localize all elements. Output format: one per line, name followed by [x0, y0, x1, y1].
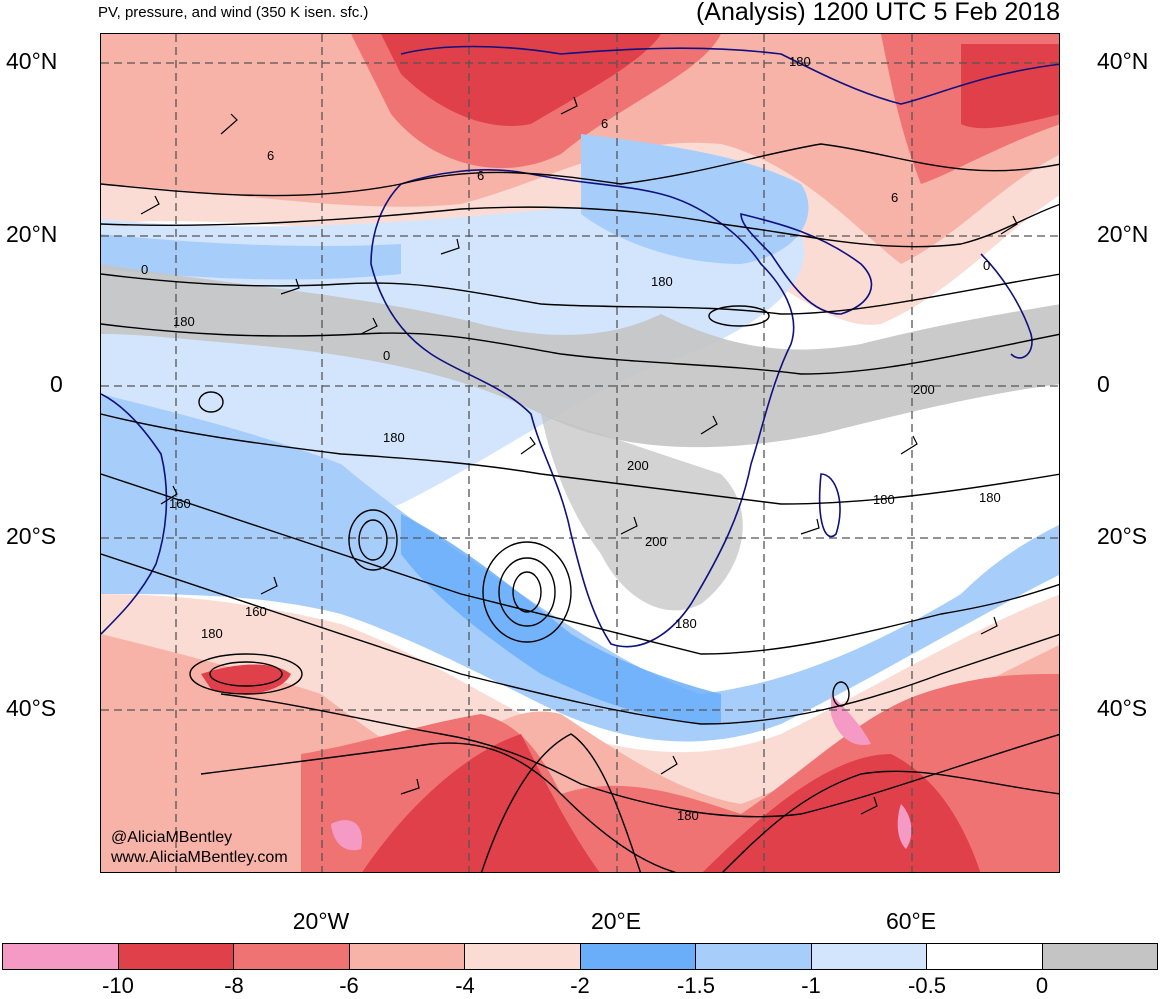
colorbar-swatch — [3, 944, 119, 969]
contour-label: 6 — [267, 148, 274, 163]
pv-shading-africa-gray — [541, 414, 743, 611]
lon-label-60e: 60°E — [885, 908, 937, 934]
graticule — [101, 34, 1059, 872]
colorbar-label: -4 — [455, 973, 475, 998]
pv-shading-north-core — [381, 34, 1059, 129]
coastline-europe — [400, 45, 1059, 105]
contour-label: 180 — [677, 808, 699, 823]
contour-label: 0 — [141, 262, 148, 277]
map-panel: 180 6 6 6 6 0 180 0 180 0 200 180 200 18… — [100, 33, 1060, 873]
pv-shading-south-blue-strong — [401, 514, 721, 724]
contour-label: 180 — [789, 54, 811, 69]
contour-label: 180 — [651, 274, 673, 289]
colorbar-label: -1.5 — [677, 973, 715, 998]
lat-label-20s-right: 20°S — [1097, 523, 1148, 549]
lat-label-40n-right: 40°N — [1097, 48, 1149, 74]
colorbar-label: -0.5 — [908, 973, 946, 998]
wind-barbs — [140, 96, 1018, 815]
pv-shading-tropics-blue — [101, 134, 809, 280]
map-canvas: 180 6 6 6 6 0 180 0 180 0 200 180 200 18… — [101, 34, 1059, 872]
contour-label: 200 — [645, 534, 667, 549]
lon-label-20e: 20°E — [590, 908, 642, 934]
watermark-site: www.AliciaMBentley.com — [111, 849, 288, 866]
pressure-contours — [101, 143, 1059, 872]
plot-subtitle: PV, pressure, and wind (350 K isen. sfc.… — [98, 4, 369, 21]
coastline-madagascar — [818, 473, 841, 538]
colorbar-label: -6 — [339, 973, 359, 998]
colorbar-label: -1 — [801, 973, 821, 998]
coastline-africa — [370, 169, 795, 648]
contour-label: 6 — [601, 116, 608, 131]
colorbar-swatch — [811, 944, 927, 969]
colorbar-swatch — [696, 944, 812, 969]
contour-label: 160 — [245, 604, 267, 619]
contour-label: 180 — [383, 430, 405, 445]
contour-label: 180 — [201, 626, 223, 641]
contour-label: 180 — [873, 492, 895, 507]
colorbar-label: -8 — [224, 973, 244, 998]
colorbar-swatch — [465, 944, 581, 969]
plot-valid-time: (Analysis) 1200 UTC 5 Feb 2018 — [695, 0, 1060, 26]
colorbar-label: -10 — [102, 973, 134, 998]
pv-shading-south-core — [201, 664, 981, 872]
contour-label: 160 — [169, 496, 191, 511]
coastline-arabia — [740, 212, 873, 315]
contour-label: 180 — [173, 314, 195, 329]
lat-label-40s-right: 40°S — [1097, 695, 1148, 721]
contour-label: 180 — [979, 490, 1001, 505]
lat-label-40s-left: 40°S — [6, 695, 57, 721]
contour-label: 6 — [891, 190, 898, 205]
contour-labels: 180 6 6 6 6 0 180 0 180 0 200 180 200 18… — [141, 54, 1001, 823]
colorbar-swatch — [349, 944, 465, 969]
lat-label-20s-left: 20°S — [6, 523, 57, 549]
contour-label: 200 — [913, 382, 935, 397]
pv-shading-south-blue — [101, 394, 1059, 742]
colorbar-swatch — [234, 944, 350, 969]
watermark-handle: @AliciaMBentley — [111, 829, 233, 846]
contour-label: 6 — [477, 168, 484, 183]
lon-label-20w: 20°W — [292, 908, 350, 934]
lat-label-20n-right: 20°N — [1097, 221, 1149, 247]
colorbar-swatch — [118, 944, 234, 969]
coastline-india — [980, 253, 1033, 359]
contour-label: 0 — [983, 258, 990, 273]
colorbar-swatch — [1042, 944, 1157, 969]
colorbar-swatch — [580, 944, 696, 969]
contour-label: 200 — [627, 458, 649, 473]
contour-label: 0 — [383, 348, 390, 363]
contour-label: 180 — [675, 616, 697, 631]
coastlines — [101, 45, 1059, 648]
lat-label-eq-right: 0 — [1097, 371, 1110, 397]
colorbar-swatch — [927, 944, 1043, 969]
lat-label-40n-left: 40°N — [6, 48, 58, 74]
pv-colorbar — [2, 943, 1158, 970]
lat-label-20n-left: 20°N — [6, 221, 58, 247]
coastline-south-america — [101, 393, 168, 635]
lat-label-eq-left: 0 — [50, 371, 63, 397]
colorbar-label: 0 — [1035, 973, 1049, 998]
colorbar-label: -2 — [570, 973, 590, 998]
pv-shading-north-mid — [101, 34, 1059, 264]
